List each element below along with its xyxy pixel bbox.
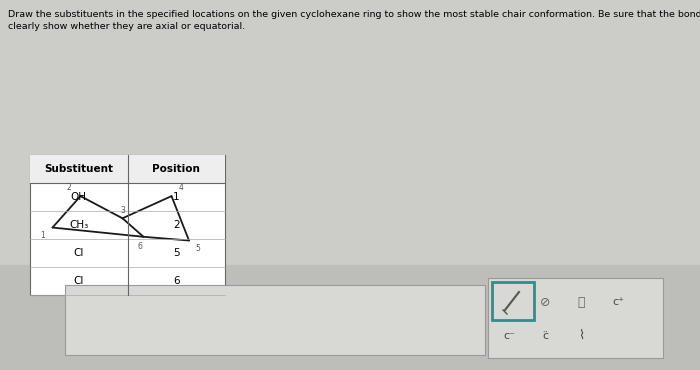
Text: c⁺: c⁺ <box>612 297 624 307</box>
Text: Cl: Cl <box>74 276 84 286</box>
Bar <box>30 155 225 183</box>
Text: 1: 1 <box>41 231 45 240</box>
Text: ⌇: ⌇ <box>578 329 584 342</box>
Bar <box>30 155 225 295</box>
Text: ⊘: ⊘ <box>540 296 550 309</box>
Text: 1: 1 <box>173 192 180 202</box>
Text: Position: Position <box>153 164 200 174</box>
Text: 4: 4 <box>178 184 183 192</box>
Text: clearly show whether they are axial or equatorial.: clearly show whether they are axial or e… <box>8 22 245 31</box>
Text: Draw the substituents in the specified locations on the given cyclohexane ring t: Draw the substituents in the specified l… <box>8 10 700 19</box>
Text: 2: 2 <box>67 184 71 192</box>
Text: 5: 5 <box>173 248 180 258</box>
Text: 6: 6 <box>173 276 180 286</box>
Bar <box>65 285 485 355</box>
Text: ✋: ✋ <box>578 296 584 309</box>
Bar <box>488 278 663 358</box>
Bar <box>492 282 534 320</box>
Text: 5: 5 <box>196 244 200 253</box>
Text: 2: 2 <box>173 220 180 230</box>
Text: c⁻: c⁻ <box>503 331 515 341</box>
Text: Cl: Cl <box>74 248 84 258</box>
Text: 6: 6 <box>138 242 142 250</box>
Text: 3: 3 <box>120 206 125 215</box>
Text: c̈: c̈ <box>542 331 548 341</box>
Text: Substituent: Substituent <box>44 164 113 174</box>
Text: CH₃: CH₃ <box>69 220 88 230</box>
Bar <box>0 265 700 370</box>
Text: OH: OH <box>71 192 87 202</box>
